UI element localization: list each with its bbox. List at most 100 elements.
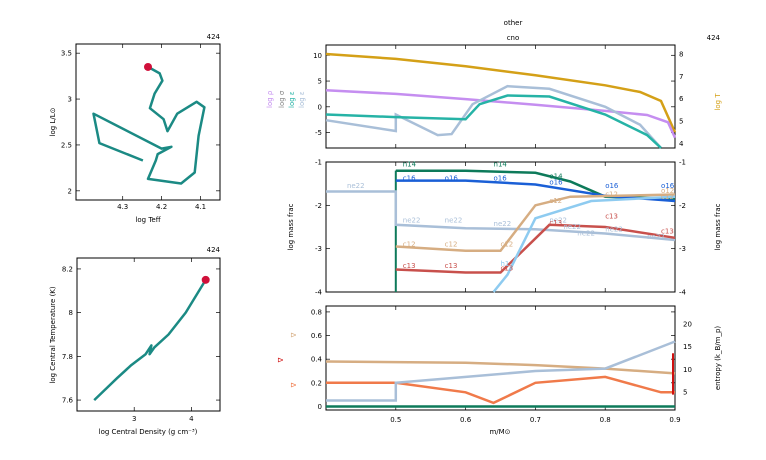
bot-right-tick-label: 10 (683, 366, 692, 374)
trho-x-tick-label: 4 (189, 415, 194, 423)
mid-y-tick-label: -4 (315, 289, 323, 297)
mid-curve-label: c12 (501, 241, 514, 249)
bot-y-tick-label: 0.4 (311, 356, 323, 364)
trho-axes-frame (76, 257, 221, 412)
bot-axes-frame (325, 305, 676, 411)
mid-curve-label: c13 (605, 212, 618, 220)
top-label-log-rho: log ρ (266, 90, 274, 108)
hr-model-number: 424 (207, 33, 221, 41)
bot-label-grad: ∇ (277, 357, 285, 363)
mid-right-tick-label: -4 (679, 289, 687, 297)
bot-y-tick-label: 0.8 (311, 308, 322, 316)
trho-panel: 424 3 4 7.6 7.8 8 8.2 log Central Density (g … (49, 246, 221, 436)
trho-y-tick-label: 7.6 (62, 397, 74, 405)
bot-right-tick-label: 5 (683, 388, 687, 396)
mid-right-tick-label: -1 (679, 159, 686, 167)
hr-x-tick-label: 4.1 (195, 203, 206, 211)
mid-curve-label: c13 (445, 262, 458, 270)
top-right-tick-label: 6 (679, 95, 684, 103)
bot-series-line-1 (326, 375, 675, 405)
mid-curve-label: c13 (403, 262, 416, 270)
trho-current-point (201, 275, 210, 284)
bot-right-label: entropy (k_B/m_p) (714, 326, 722, 391)
bot-x-label: m/M⊙ (489, 428, 510, 436)
mid-curve-label: ne22 (647, 233, 665, 241)
mid-curve-label: c12 (403, 241, 416, 249)
trho-track-line (93, 279, 207, 402)
top-y-tick-label: 0 (318, 103, 322, 111)
mid-curve-label: c13 (501, 264, 514, 272)
top-series-line-2 (325, 84, 662, 149)
mid-curve-label: c13 (549, 219, 562, 227)
mid-curve-label: o14 (549, 172, 563, 180)
bot-right-tick-label: 20 (683, 321, 692, 329)
top-title-other: other (504, 19, 523, 27)
top-y-tick-label: 10 (313, 52, 322, 60)
bot-series-line-0 (325, 360, 676, 375)
hr-y-tick-label: 3.5 (61, 50, 72, 58)
mid-curve-label: c16 (403, 175, 416, 183)
mid-curve-label: ne22 (549, 217, 567, 225)
mid-curve-label: c13 (661, 228, 674, 236)
top-label-log-epsmax: log ε (298, 91, 306, 108)
hr-y-tick-label: 2 (68, 187, 72, 195)
mid-curve-label: o12 (661, 187, 674, 195)
bot-series-line-2 (326, 340, 676, 402)
mid-curve-label: o16 (494, 175, 508, 183)
hr-axes-frame (75, 43, 221, 201)
mid-curve-label: ne22 (347, 182, 365, 190)
top-series-line-1 (325, 89, 677, 139)
hr-x-tick-label: 4.3 (117, 203, 128, 211)
mid-series-line-c13 (395, 223, 676, 274)
top-title-cno: cno (507, 34, 520, 42)
mid-curve-label: o16 (605, 182, 619, 190)
top-y-tick-label: 5 (318, 78, 322, 86)
top-right-label: log T (714, 93, 722, 111)
hr-y-tick-label: 3 (68, 96, 72, 104)
bot-y-tick-label: 0.2 (311, 379, 322, 387)
bot-x-tick-label: 0.5 (390, 416, 401, 424)
top-model-number: 424 (707, 34, 721, 42)
hr-current-point (144, 62, 152, 71)
top-profile-panel: other cno 424 -5 0 5 10 4 5 6 7 8 log ρ log σ lo… (266, 19, 722, 149)
mid-curve-label: c12 (549, 197, 562, 205)
mid-series-line-o16 (395, 179, 676, 203)
trho-y-tick-label: 7.8 (62, 353, 73, 361)
bot-label-grad-ad: ∇ (290, 332, 298, 338)
top-right-tick-label: 7 (679, 73, 683, 81)
mid-curve-label: o16 (661, 182, 675, 190)
top-right-tick-label: 5 (679, 118, 683, 126)
top-axes-frame (325, 44, 676, 149)
bot-x-tick-label: 0.9 (669, 416, 680, 424)
hr-x-tick-label: 4.2 (156, 203, 167, 211)
mid-curve-label: ne22 (563, 223, 581, 231)
mid-curve-label: ne22 (494, 220, 512, 228)
mid-curve-label: h1 (501, 260, 510, 268)
mid-curve-label: n14 (403, 160, 417, 168)
mid-curve-label: c12 (445, 241, 458, 249)
top-label-log-eps: log ε (288, 91, 296, 108)
hr-panel: 424 4.3 4.2 4.1 2 2.5 3 3.5 log Teff log L/L⊙ (49, 33, 221, 224)
hr-y-label: log L/L⊙ (49, 108, 57, 137)
mid-curve-label: ne22 (403, 217, 421, 225)
trho-y-tick-label: 8 (69, 309, 73, 317)
mid-curve-label: o16 (445, 175, 459, 183)
hr-x-label: log Teff (135, 216, 160, 224)
trho-y-tick-label: 8.2 (62, 265, 73, 273)
top-y-tick-label: -5 (315, 129, 322, 137)
bot-x-tick-label: 0.6 (460, 416, 472, 424)
top-label-log-sigma: log σ (278, 90, 286, 108)
mid-curve-label: c12 (605, 191, 618, 199)
hr-track-line (92, 65, 206, 185)
bot-x-tick-label: 0.7 (530, 416, 541, 424)
mid-series-line-h1 (492, 195, 676, 293)
mid-y-tick-label: -2 (315, 202, 322, 210)
mid-curve-label: n14 (494, 160, 508, 168)
top-right-tick-label: 4 (679, 140, 684, 148)
mid-y-label: log mass frac (287, 203, 295, 250)
mid-curve-label: ne22 (445, 217, 463, 225)
top-series-line-0 (325, 52, 677, 133)
trho-y-label: log Central Temperature (K) (49, 286, 57, 383)
